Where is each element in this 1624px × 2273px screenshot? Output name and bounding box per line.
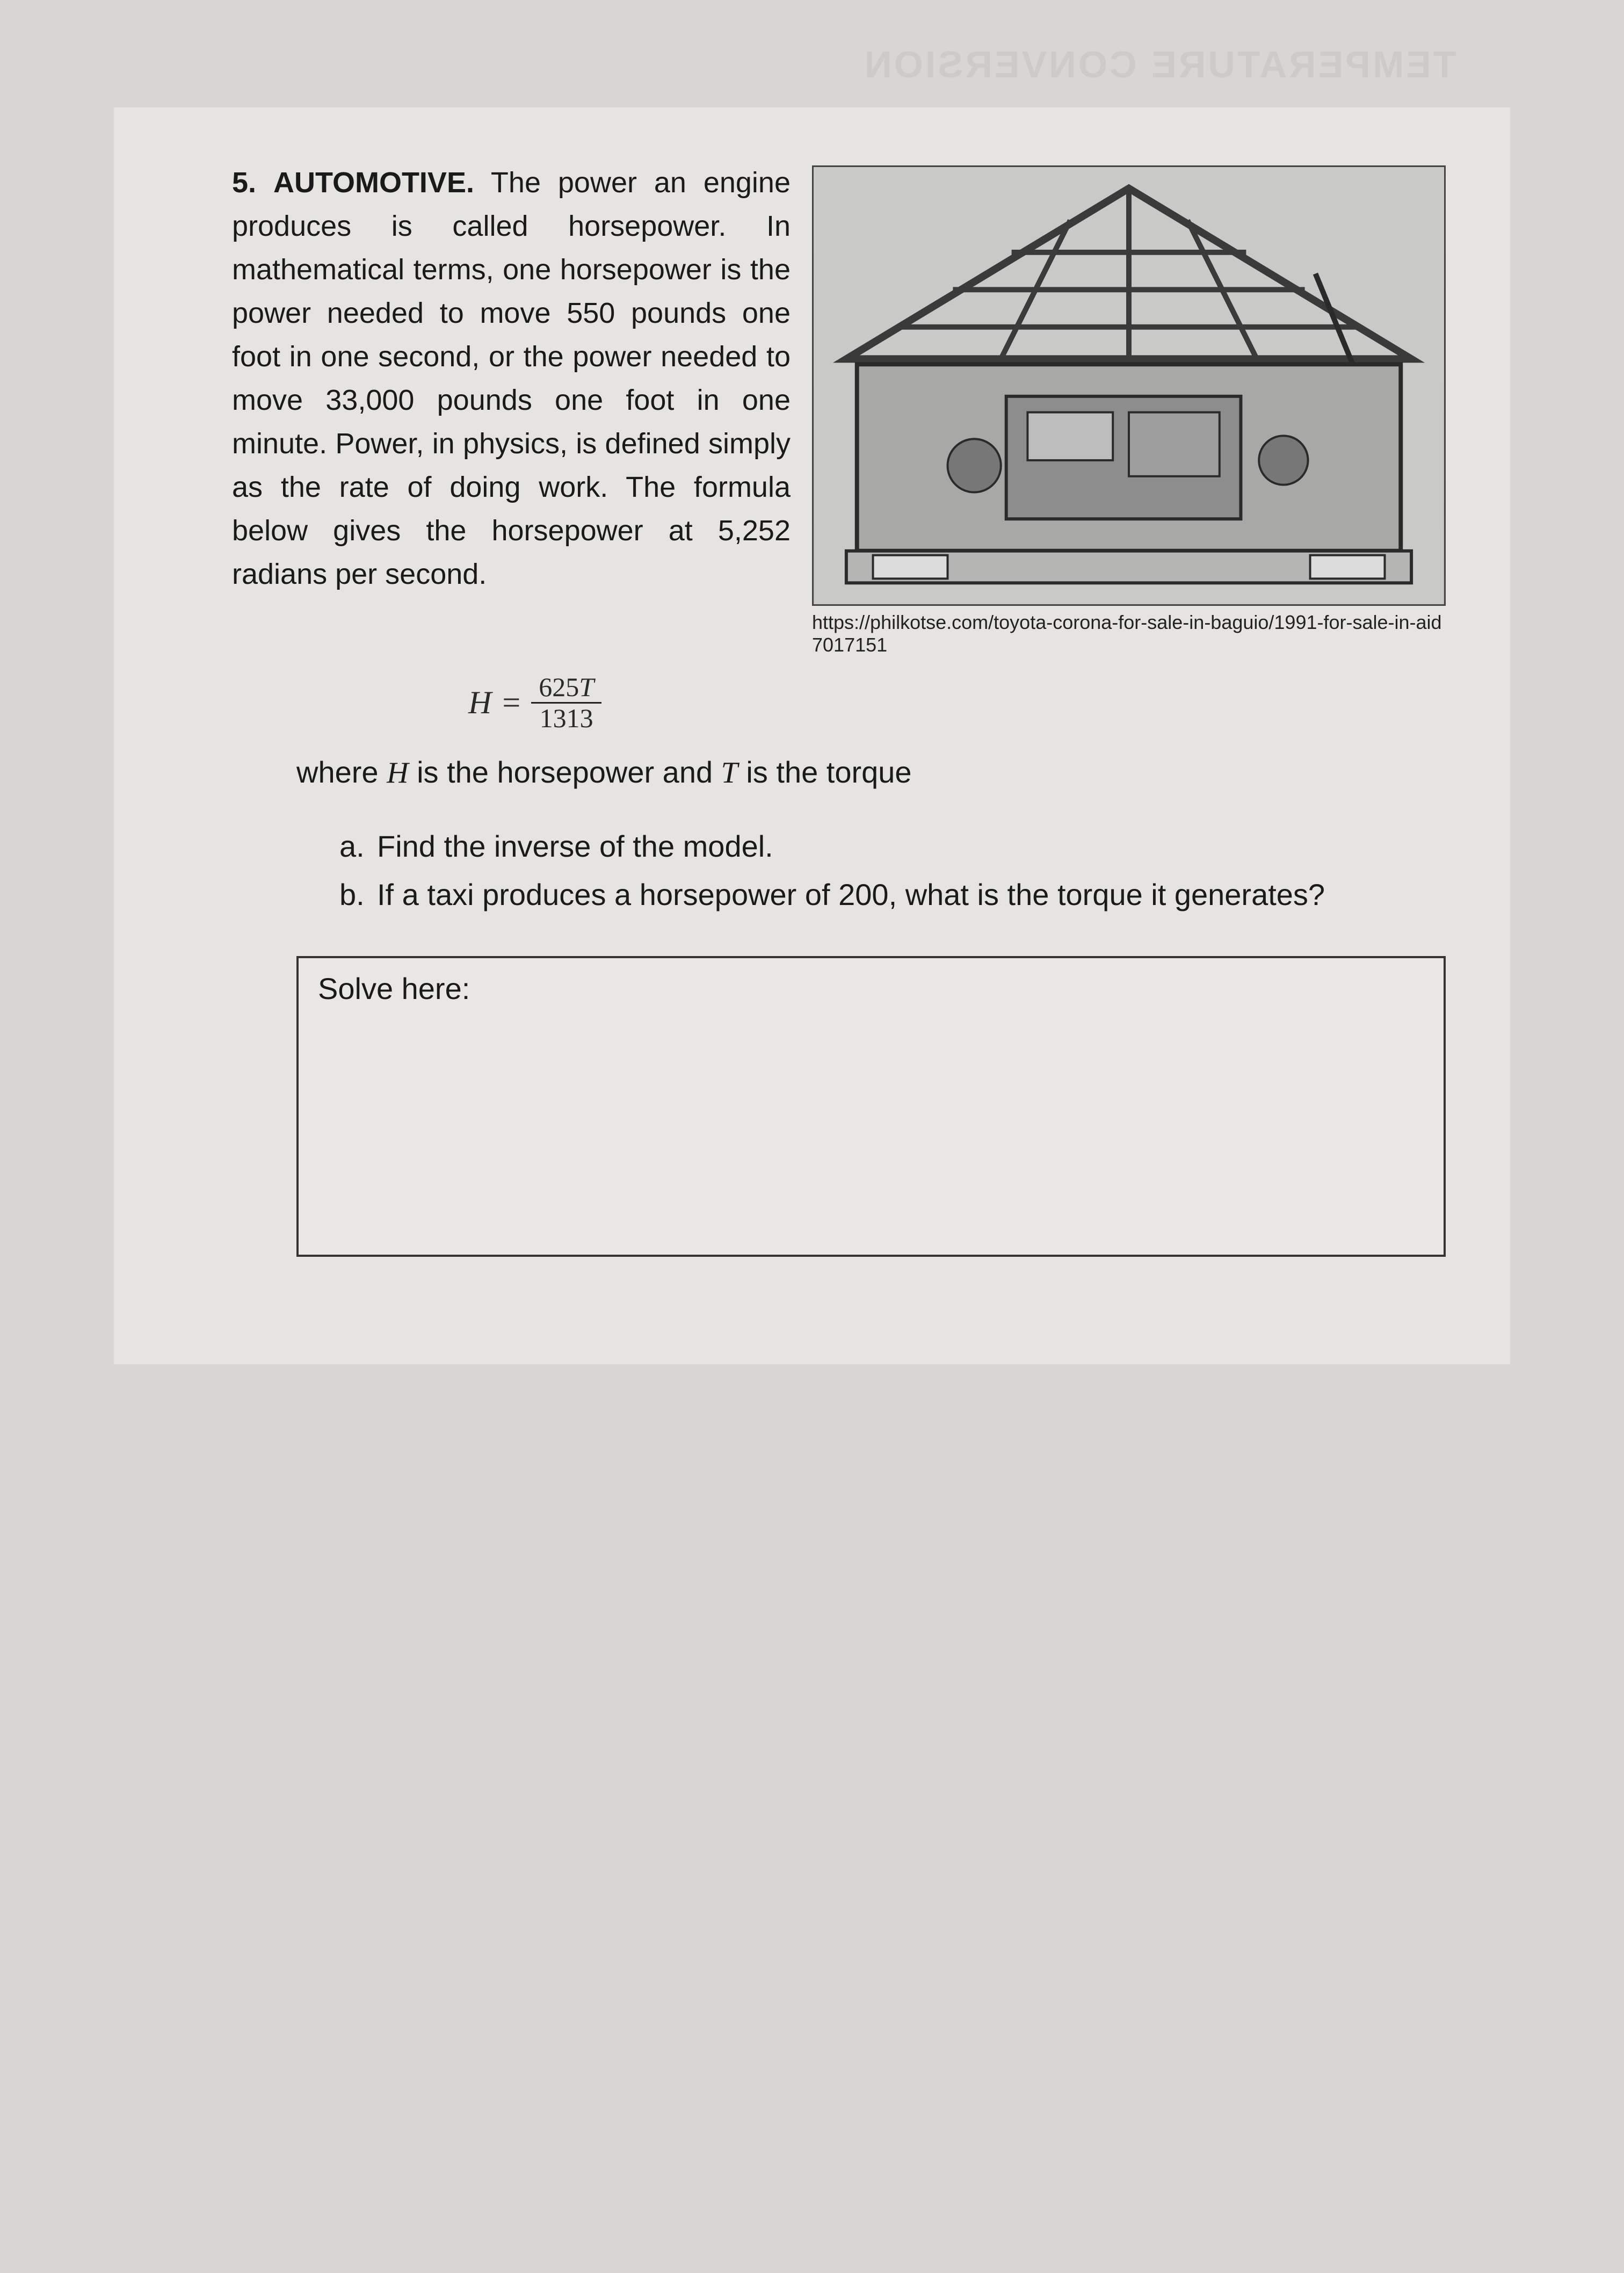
image-column: https://philkotse.com/toyota-corona-for-… — [812, 161, 1446, 656]
where-line: where H is the horsepower and T is the t… — [296, 755, 1446, 790]
formula-denominator: 1313 — [532, 704, 601, 733]
formula-equals: = — [502, 684, 520, 721]
problem-body: The power an engine produces is called h… — [232, 167, 791, 590]
problem-title: AUTOMOTIVE. — [273, 167, 474, 199]
formula-numerator: 625T — [531, 672, 601, 704]
where-mid: is the horsepower and — [409, 755, 721, 789]
subpart-b-text: If a taxi produces a horsepower of 200, … — [377, 871, 1325, 919]
engine-bay-image — [812, 165, 1446, 606]
where-suffix: is the torque — [738, 755, 912, 789]
where-var-t: T — [721, 756, 738, 790]
subparts-list: a. Find the inverse of the model. b. If … — [339, 822, 1446, 918]
where-var-h: H — [387, 756, 408, 790]
worksheet-page: TEMPERATURE CONVERSION 5. AUTOMOTIVE. Th… — [114, 107, 1510, 1364]
subpart-a-text: Find the inverse of the model. — [377, 822, 773, 871]
back-page-ghost-text: TEMPERATURE CONVERSION — [862, 43, 1456, 86]
problem-number: 5. — [232, 167, 256, 199]
problem-text-block: 5. AUTOMOTIVE. The power an engine produ… — [232, 161, 791, 596]
subpart-b-label: b. — [339, 871, 377, 919]
image-source-caption: https://philkotse.com/toyota-corona-for-… — [812, 611, 1446, 656]
solve-here-box: Solve here: — [296, 956, 1446, 1257]
formula-lhs: H — [468, 684, 491, 721]
where-prefix: where — [296, 755, 387, 789]
numerator-var: T — [579, 672, 594, 702]
subpart-b: b. If a taxi produces a horsepower of 20… — [339, 871, 1446, 919]
problem-top-row: 5. AUTOMOTIVE. The power an engine produ… — [232, 161, 1446, 656]
subpart-a-label: a. — [339, 822, 377, 871]
formula-fraction: 625T 1313 — [531, 672, 601, 733]
engine-placeholder-svg — [814, 167, 1444, 604]
horsepower-formula: H = 625T 1313 — [468, 672, 1446, 733]
solve-here-label: Solve here: — [318, 972, 470, 1005]
numerator-coeff: 625 — [539, 672, 579, 702]
subpart-a: a. Find the inverse of the model. — [339, 822, 1446, 871]
